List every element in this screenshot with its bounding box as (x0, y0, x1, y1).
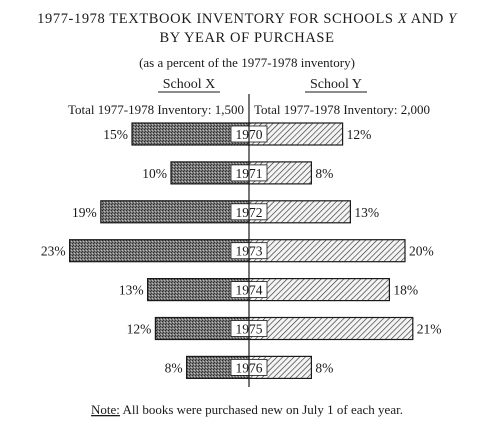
value-label-school-y-1975: 21% (417, 322, 442, 337)
value-label-school-x-1976: 8% (165, 360, 183, 375)
value-label-school-y-1976: 8% (315, 360, 333, 375)
bar-school-x-1972 (100, 200, 250, 224)
value-label-school-y-1973: 20% (409, 244, 434, 259)
value-label-school-y-1971: 8% (315, 166, 333, 181)
value-label-school-x-1971: 10% (142, 166, 167, 181)
bar-school-x-1973 (68, 239, 250, 263)
value-label-school-x-1972: 19% (72, 205, 97, 220)
school-y-label: School Y (310, 77, 362, 92)
chart-title-line2: BY YEAR OF PURCHASE (159, 30, 334, 46)
value-label-school-x-1973: 23% (41, 244, 66, 259)
value-label-school-y-1974: 18% (393, 283, 418, 298)
value-label-school-x-1970: 15% (103, 127, 128, 142)
bar-school-y-1974 (248, 278, 390, 302)
value-label-school-x-1975: 12% (127, 322, 152, 337)
total-x-label: Total 1977-1978 Inventory: 1,500 (68, 102, 244, 117)
chart-subtitle: (as a percent of the 1977-1978 inventory… (139, 55, 355, 70)
bar-school-y-1973 (248, 239, 406, 263)
value-label-school-y-1970: 12% (347, 127, 372, 142)
bar-school-y-1975 (248, 316, 414, 341)
footnote: Note: All books were purchased new on Ju… (91, 402, 403, 417)
value-label-school-x-1974: 13% (119, 283, 144, 298)
value-label-school-y-1972: 13% (354, 205, 379, 220)
total-y-label: Total 1977-1978 Inventory: 2,000 (254, 102, 430, 117)
school-x-label: School X (163, 77, 216, 92)
chart-title-line1: 1977-1978 TEXTBOOK INVENTORY FOR SCHOOLS… (37, 11, 458, 27)
